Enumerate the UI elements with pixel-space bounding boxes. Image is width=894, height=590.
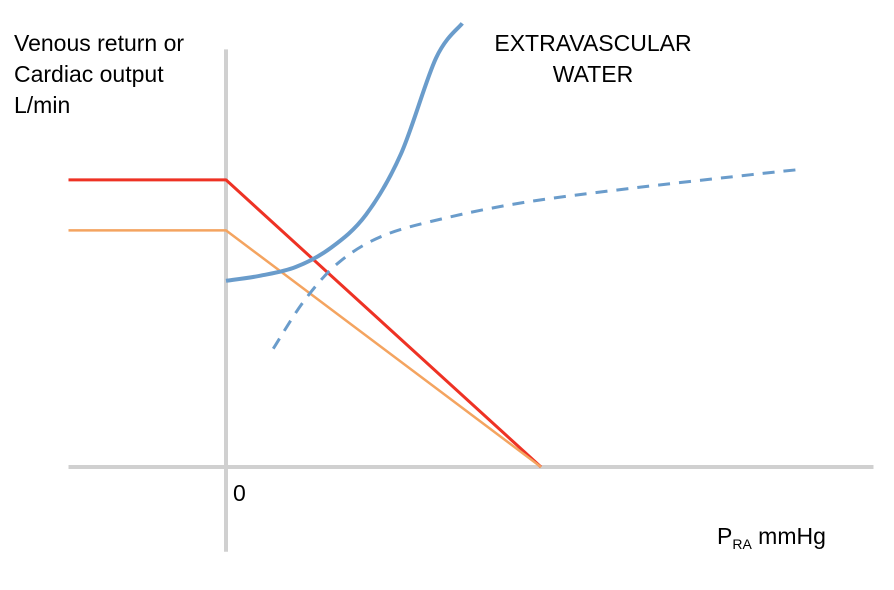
annotation-line-2: WATER — [552, 61, 634, 87]
cardiac-function-curve — [225, 22, 464, 283]
series-group — [68, 22, 801, 469]
y-axis-label-line-3: L/min — [14, 92, 71, 118]
x-axis-label-main: P — [717, 523, 733, 549]
axes — [68, 49, 874, 552]
y-axis-label-line-1: Venous return or — [14, 30, 185, 56]
x-origin-tick-label: 0 — [233, 480, 246, 506]
y-axis-label-line-2: Cardiac output — [14, 61, 164, 87]
x-axis-label-unit: mmHg — [751, 523, 826, 549]
x-axis-label: PRA mmHg — [717, 521, 826, 552]
extravascular-water-annotation: EXTRAVASCULAR WATER — [468, 28, 718, 90]
cardiac-function-curve-dashed — [271, 167, 801, 350]
y-axis-label: Venous return or Cardiac output L/min — [14, 28, 184, 121]
venous-return-curve-orange — [68, 229, 542, 468]
x-axis-label-subscript: RA — [732, 536, 752, 552]
annotation-line-1: EXTRAVASCULAR — [494, 30, 692, 56]
venous-return-curve-red — [68, 178, 543, 469]
